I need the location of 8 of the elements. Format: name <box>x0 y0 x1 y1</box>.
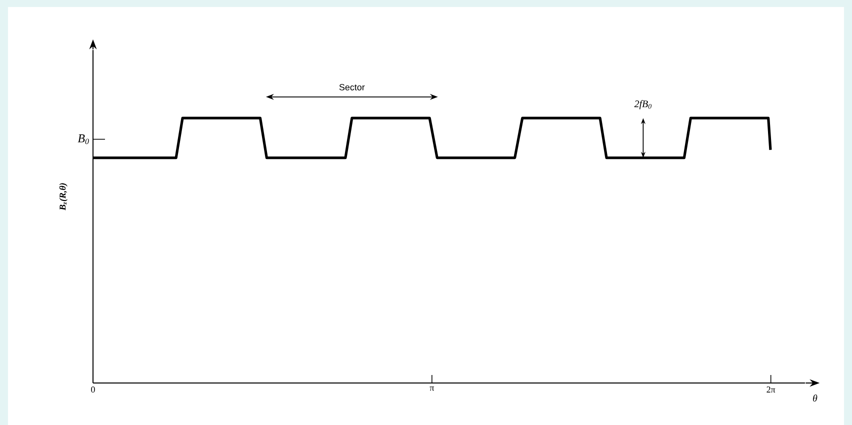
text: Sector <box>339 84 365 90</box>
y-axis-title: B$_{z}$(R,θ) <box>59 183 68 210</box>
text: B$_{0}$ <box>78 134 89 144</box>
x-tick-label: π <box>430 386 434 391</box>
x-tick-label: 2π <box>766 386 776 393</box>
text: 2fB$_{0}$ <box>634 100 652 110</box>
x-axis-title: θ <box>813 394 818 402</box>
x-tick-label: 0 <box>91 386 95 393</box>
